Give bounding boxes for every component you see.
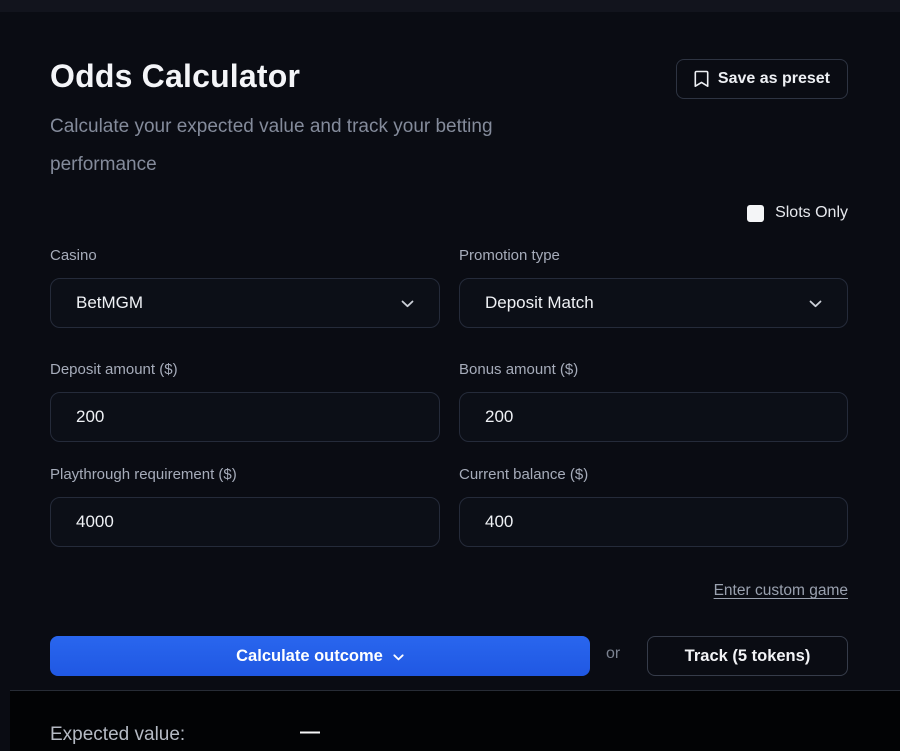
chevron-down-icon	[393, 647, 404, 666]
slots-only-toggle[interactable]: Slots Only	[747, 202, 848, 224]
deposit-amount-label: Deposit amount ($)	[50, 361, 178, 378]
bookmark-icon	[694, 70, 709, 88]
save-as-preset-button[interactable]: Save as preset	[675, 59, 848, 99]
results-panel: Expected value: —	[10, 690, 900, 751]
current-balance-input[interactable]	[485, 512, 822, 532]
expected-value-result: —	[300, 721, 320, 743]
bonus-amount-input[interactable]	[485, 407, 822, 427]
or-separator-label: or	[606, 645, 621, 662]
casino-select[interactable]: BetMGM	[50, 278, 440, 328]
playthrough-requirement-label: Playthrough requirement ($)	[50, 466, 237, 483]
current-balance-field-box	[459, 497, 848, 547]
chevron-down-icon	[401, 293, 414, 313]
page-title: Odds Calculator	[50, 58, 301, 94]
calculator-card: Odds Calculator Save as preset Calculate…	[0, 12, 900, 751]
promotion-type-label: Promotion type	[459, 247, 560, 264]
slots-only-checkbox[interactable]	[747, 204, 765, 222]
chevron-down-icon	[809, 293, 822, 313]
expected-value-label: Expected value:	[50, 724, 186, 745]
enter-custom-game-link[interactable]: Enter custom game	[713, 582, 848, 599]
page-subtitle: Calculate your expected value and track …	[50, 116, 493, 175]
save-as-preset-label: Save as preset	[717, 70, 830, 87]
casino-label: Casino	[50, 247, 97, 264]
bonus-amount-field-box	[459, 392, 848, 442]
bonus-amount-label: Bonus amount ($)	[459, 361, 579, 378]
deposit-amount-input[interactable]	[76, 407, 414, 427]
track-tokens-button[interactable]: Track (5 tokens)	[647, 636, 848, 676]
promotion-type-select[interactable]: Deposit Match	[459, 278, 848, 328]
promotion-type-select-value: Deposit Match	[485, 293, 594, 312]
calculate-outcome-label: Calculate outcome	[236, 646, 383, 665]
playthrough-requirement-field-box	[50, 497, 440, 547]
deposit-amount-field-box	[50, 392, 440, 442]
casino-select-value: BetMGM	[76, 293, 144, 312]
playthrough-requirement-input[interactable]	[76, 512, 414, 532]
current-balance-label: Current balance ($)	[459, 466, 589, 483]
calculate-outcome-button[interactable]: Calculate outcome	[50, 636, 590, 676]
slots-only-label: Slots Only	[775, 204, 848, 221]
